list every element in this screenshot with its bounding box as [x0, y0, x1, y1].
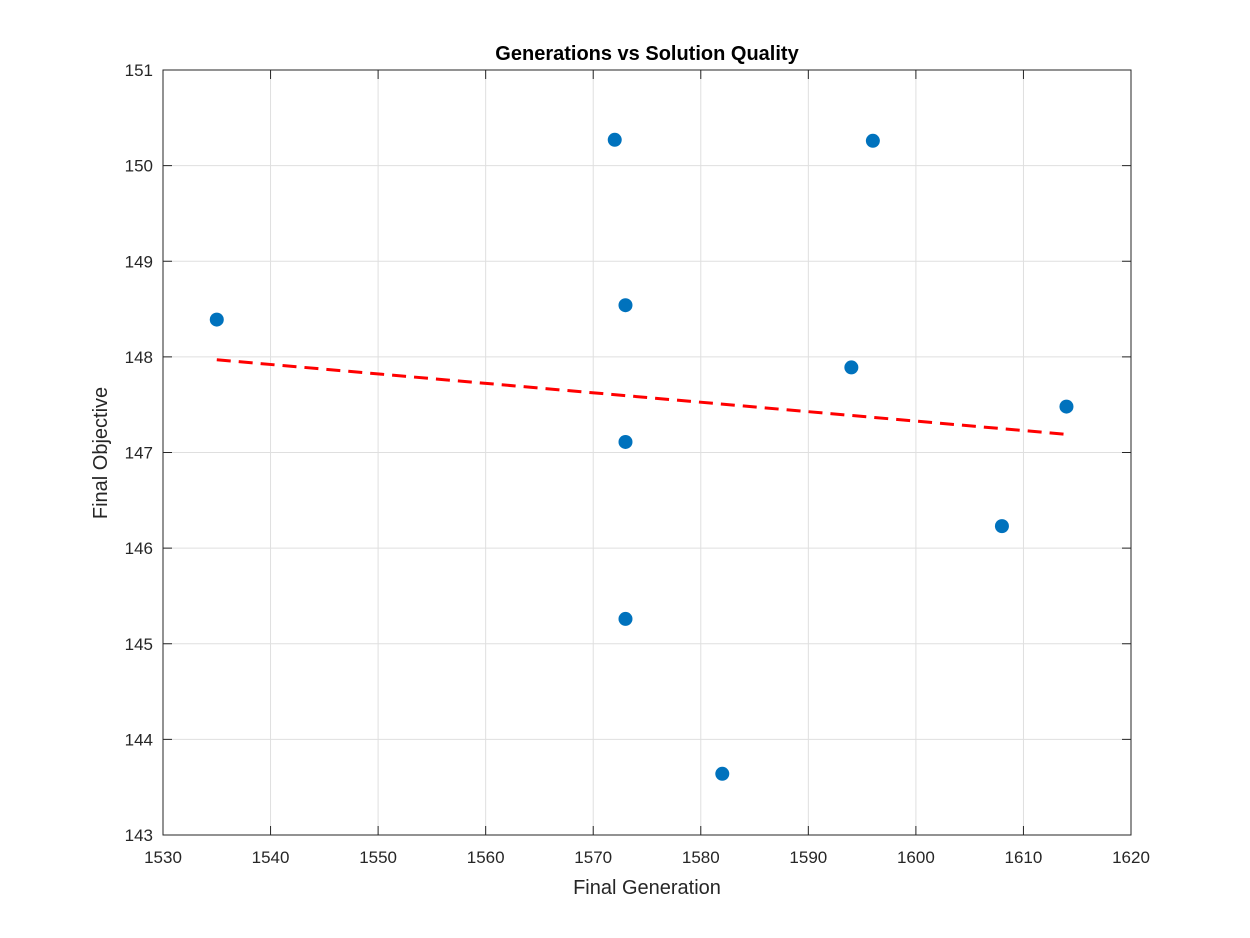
- y-tick-label: 150: [125, 157, 153, 176]
- scatter-point: [865, 133, 880, 148]
- x-tick-label: 1550: [359, 848, 397, 867]
- y-tick-label: 147: [125, 444, 153, 463]
- chart-title: Generations vs Solution Quality: [495, 43, 799, 65]
- x-tick-label: 1600: [897, 848, 935, 867]
- axis-ticks: [162, 69, 1132, 836]
- x-tick-label: 1590: [789, 848, 827, 867]
- x-tick-label: 1580: [682, 848, 720, 867]
- scatter-point: [618, 611, 633, 626]
- scatter-point: [209, 312, 224, 327]
- y-tick-label: 149: [125, 252, 153, 271]
- y-tick-labels: 143 144 145 146 147 148 149 150 151: [125, 61, 153, 845]
- scatter-point: [618, 298, 633, 313]
- y-tick-label: 148: [125, 348, 153, 367]
- x-tick-label: 1560: [467, 848, 505, 867]
- y-axis-label: Final Objective: [90, 387, 112, 519]
- x-tick-label: 1530: [144, 848, 182, 867]
- scatter-point: [1059, 399, 1074, 414]
- y-tick-label: 143: [125, 826, 153, 845]
- x-tick-label: 1540: [252, 848, 290, 867]
- y-tick-label: 144: [125, 730, 153, 749]
- x-tick-label: 1610: [1005, 848, 1043, 867]
- y-tick-label: 146: [125, 539, 153, 558]
- scatter-point: [994, 519, 1009, 534]
- scatter-point: [607, 132, 622, 147]
- scatter-point: [844, 360, 859, 375]
- scatter-point: [618, 434, 633, 449]
- x-axis-label: Final Generation: [573, 877, 721, 899]
- series-layer: [209, 132, 1074, 781]
- x-tick-label: 1620: [1112, 848, 1150, 867]
- trend-line: [216, 358, 1067, 436]
- y-tick-label: 145: [125, 635, 153, 654]
- scatter-point: [715, 766, 730, 781]
- y-tick-label: 151: [125, 61, 153, 80]
- x-tick-label: 1570: [574, 848, 612, 867]
- x-tick-labels: 1530 1540 1550 1560 1570 1580 1590 1600 1610 1620: [144, 848, 1150, 867]
